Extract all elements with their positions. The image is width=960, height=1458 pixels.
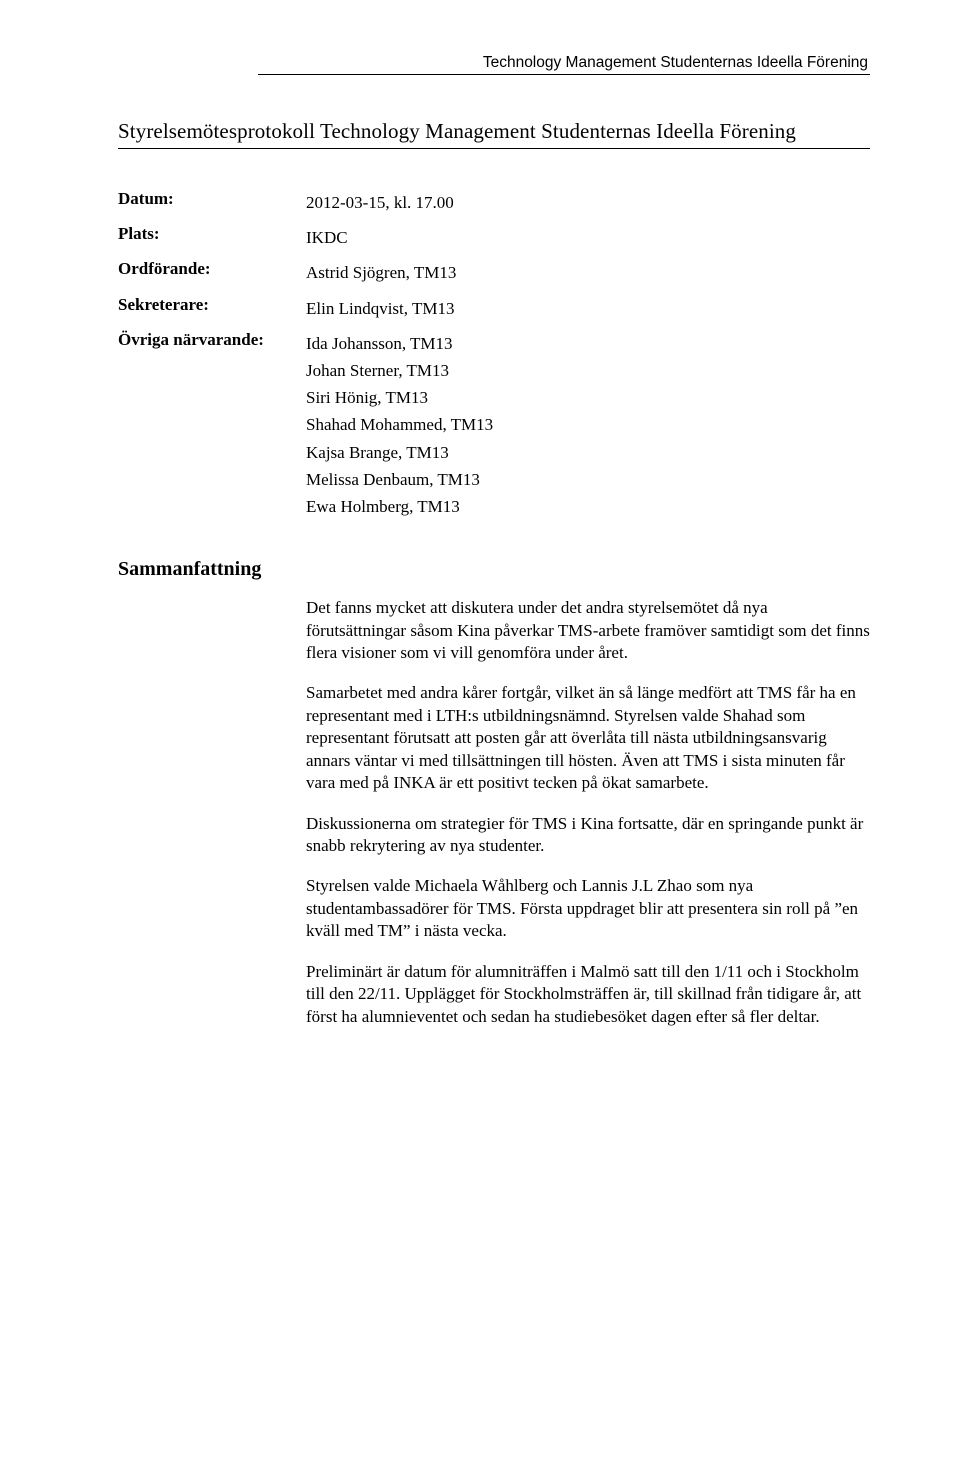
meta-label-plats: Plats: — [118, 224, 306, 244]
summary-heading: Sammanfattning — [118, 558, 870, 581]
attendee: Ida Johansson, TM13 — [306, 330, 493, 357]
attendee: Shahad Mohammed, TM13 — [306, 411, 493, 438]
attendee: Kajsa Brange, TM13 — [306, 439, 493, 466]
meta-label-datum: Datum: — [118, 189, 306, 209]
summary-paragraph: Samarbetet med andra kårer fortgår, vilk… — [306, 682, 870, 794]
meta-row-narvarande: Övriga närvarande: Ida Johansson, TM13 J… — [118, 330, 870, 520]
meta-value-sekreterare: Elin Lindqvist, TM13 — [306, 295, 454, 322]
summary-block: Det fanns mycket att diskutera under det… — [118, 597, 870, 1028]
meta-row-datum: Datum: 2012-03-15, kl. 17.00 — [118, 189, 870, 216]
summary-paragraph: Diskussionerna om strategier för TMS i K… — [306, 813, 870, 858]
meta-label-ordforande: Ordförande: — [118, 259, 306, 279]
attendee: Ewa Holmberg, TM13 — [306, 493, 493, 520]
meta-value-plats: IKDC — [306, 224, 348, 251]
meta-label-narvarande: Övriga närvarande: — [118, 330, 306, 350]
summary-paragraph: Det fanns mycket att diskutera under det… — [306, 597, 870, 664]
meta-section: Datum: 2012-03-15, kl. 17.00 Plats: IKDC… — [118, 189, 870, 520]
meta-row-ordforande: Ordförande: Astrid Sjögren, TM13 — [118, 259, 870, 286]
header-divider — [258, 74, 870, 75]
meta-row-plats: Plats: IKDC — [118, 224, 870, 251]
summary-paragraph: Styrelsen valde Michaela Wåhlberg och La… — [306, 875, 870, 942]
meta-value-ordforande: Astrid Sjögren, TM13 — [306, 259, 456, 286]
meta-value-narvarande: Ida Johansson, TM13 Johan Sterner, TM13 … — [306, 330, 493, 520]
attendee: Siri Hönig, TM13 — [306, 384, 493, 411]
org-name-header: Technology Management Studenternas Ideel… — [118, 54, 870, 72]
document-title: Styrelsemötesprotokoll Technology Manage… — [118, 119, 870, 144]
attendee: Johan Sterner, TM13 — [306, 357, 493, 384]
meta-label-sekreterare: Sekreterare: — [118, 295, 306, 315]
title-divider — [118, 148, 870, 149]
attendee: Melissa Denbaum, TM13 — [306, 466, 493, 493]
meta-value-datum: 2012-03-15, kl. 17.00 — [306, 189, 454, 216]
summary-paragraph: Preliminärt är datum för alumniträffen i… — [306, 961, 870, 1028]
meta-row-sekreterare: Sekreterare: Elin Lindqvist, TM13 — [118, 295, 870, 322]
